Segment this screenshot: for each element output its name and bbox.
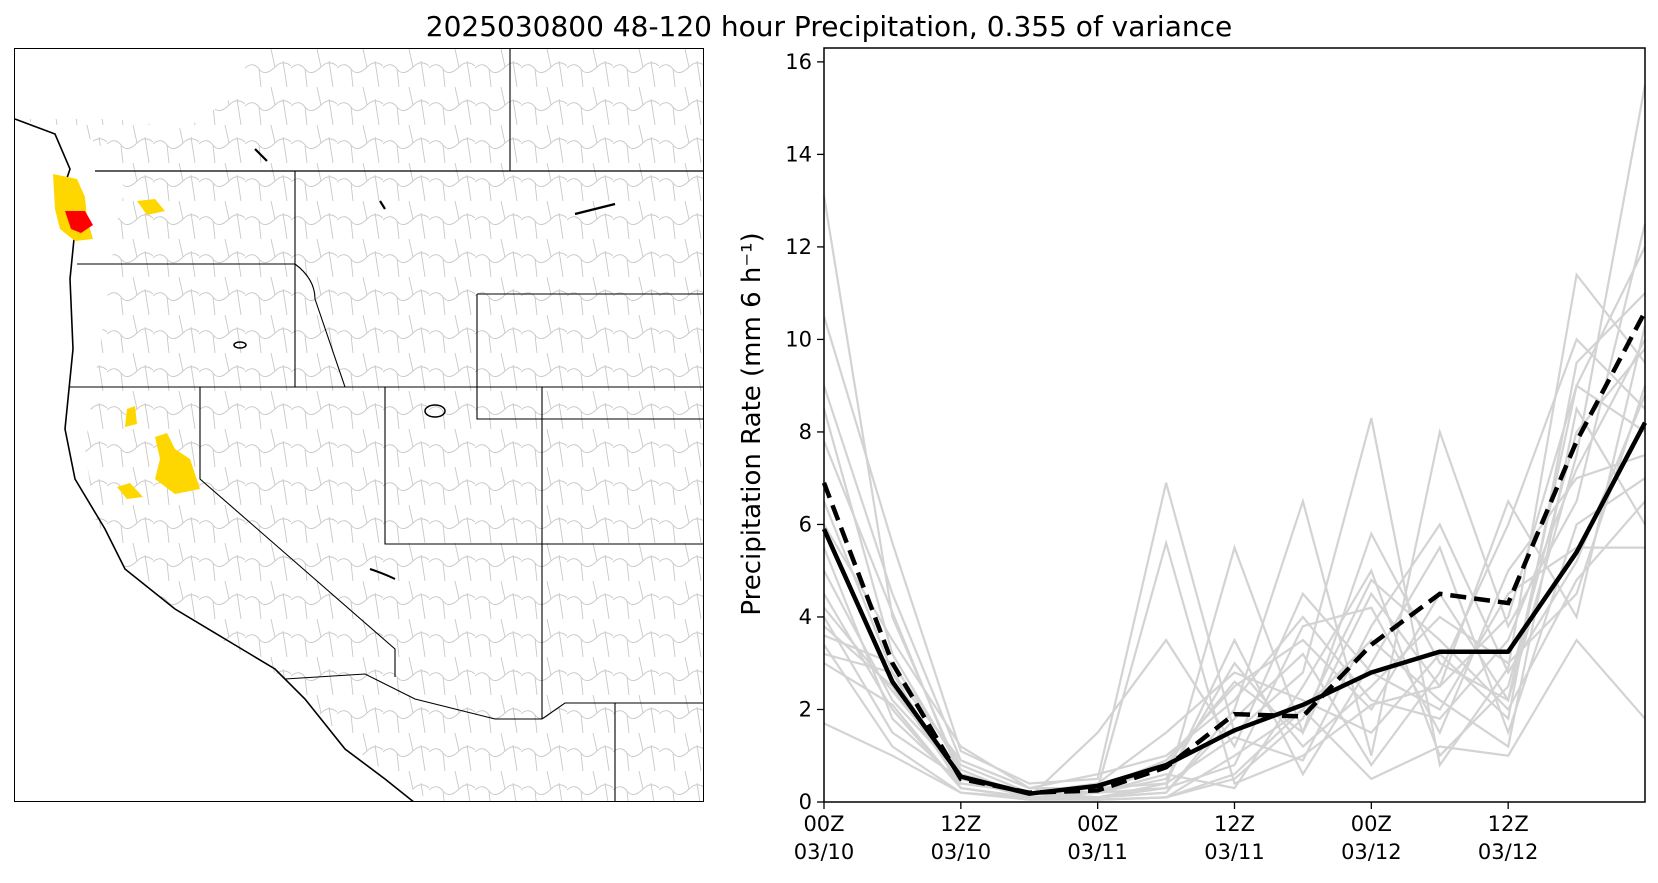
member-line-1 (822, 84, 1647, 794)
highlight-ca-sierra-2 (155, 433, 200, 494)
mean-lines (821, 310, 1647, 796)
x-tick-label-date: 03/11 (1204, 840, 1265, 864)
highlight-ca-coast (117, 483, 143, 499)
x-tick-label-time: 12Z (1214, 812, 1255, 836)
x-tick-label-time: 12Z (940, 812, 981, 836)
member-line-16 (823, 394, 1647, 799)
member-line-7 (823, 385, 1647, 794)
x-tick-label-date: 03/12 (1341, 840, 1402, 864)
y-tick-label: 0 (799, 790, 812, 814)
x-tick-label-time: 00Z (803, 812, 844, 836)
state-borders (70, 49, 703, 801)
x-tick-label-date: 03/10 (931, 840, 992, 864)
x-tick-label-date: 03/12 (1478, 840, 1539, 864)
ensemble-members (822, 84, 1647, 801)
highlight-wa-cascades (137, 199, 165, 215)
highlight-wa-coast-red (65, 211, 93, 233)
y-axis-label: Precipitation Rate (mm 6 h⁻¹) (737, 232, 767, 615)
map-panel (14, 48, 704, 802)
y-tick-label: 10 (785, 327, 812, 351)
x-tick-label-time: 00Z (1351, 812, 1392, 836)
y-tick-label: 16 (785, 50, 812, 74)
member-line-17 (823, 638, 1646, 801)
axes: 0 2 4 6 8 10 12 14 16 00Z 03/10 12Z 03/10 00Z 03/11 12Z… (785, 47, 1646, 864)
y-tick-label: 2 (799, 697, 812, 721)
x-tick-label-time: 00Z (1077, 812, 1118, 836)
land-area (15, 49, 703, 801)
x-tick-label-time: 12Z (1488, 812, 1529, 836)
west-us-basin-map (15, 49, 703, 801)
member-line-13 (823, 337, 1646, 799)
x-tick-label-date: 03/10 (794, 840, 855, 864)
y-tick-label: 14 (785, 142, 812, 166)
figure-title: 2025030800 48-120 hour Precipitation, 0.… (425, 10, 1233, 43)
member-line-12 (823, 477, 1646, 794)
member-line-15 (823, 338, 1646, 790)
y-tick-label: 6 (799, 512, 812, 536)
highlight-ca-sierra-1 (125, 406, 137, 427)
mean-line-dashed (821, 310, 1647, 795)
y-tick-label: 4 (799, 605, 812, 629)
y-tick-label: 8 (799, 420, 812, 444)
x-tick-label-date: 03/11 (1067, 840, 1128, 864)
y-tick-label: 12 (785, 235, 812, 259)
member-line-4 (822, 383, 1646, 799)
